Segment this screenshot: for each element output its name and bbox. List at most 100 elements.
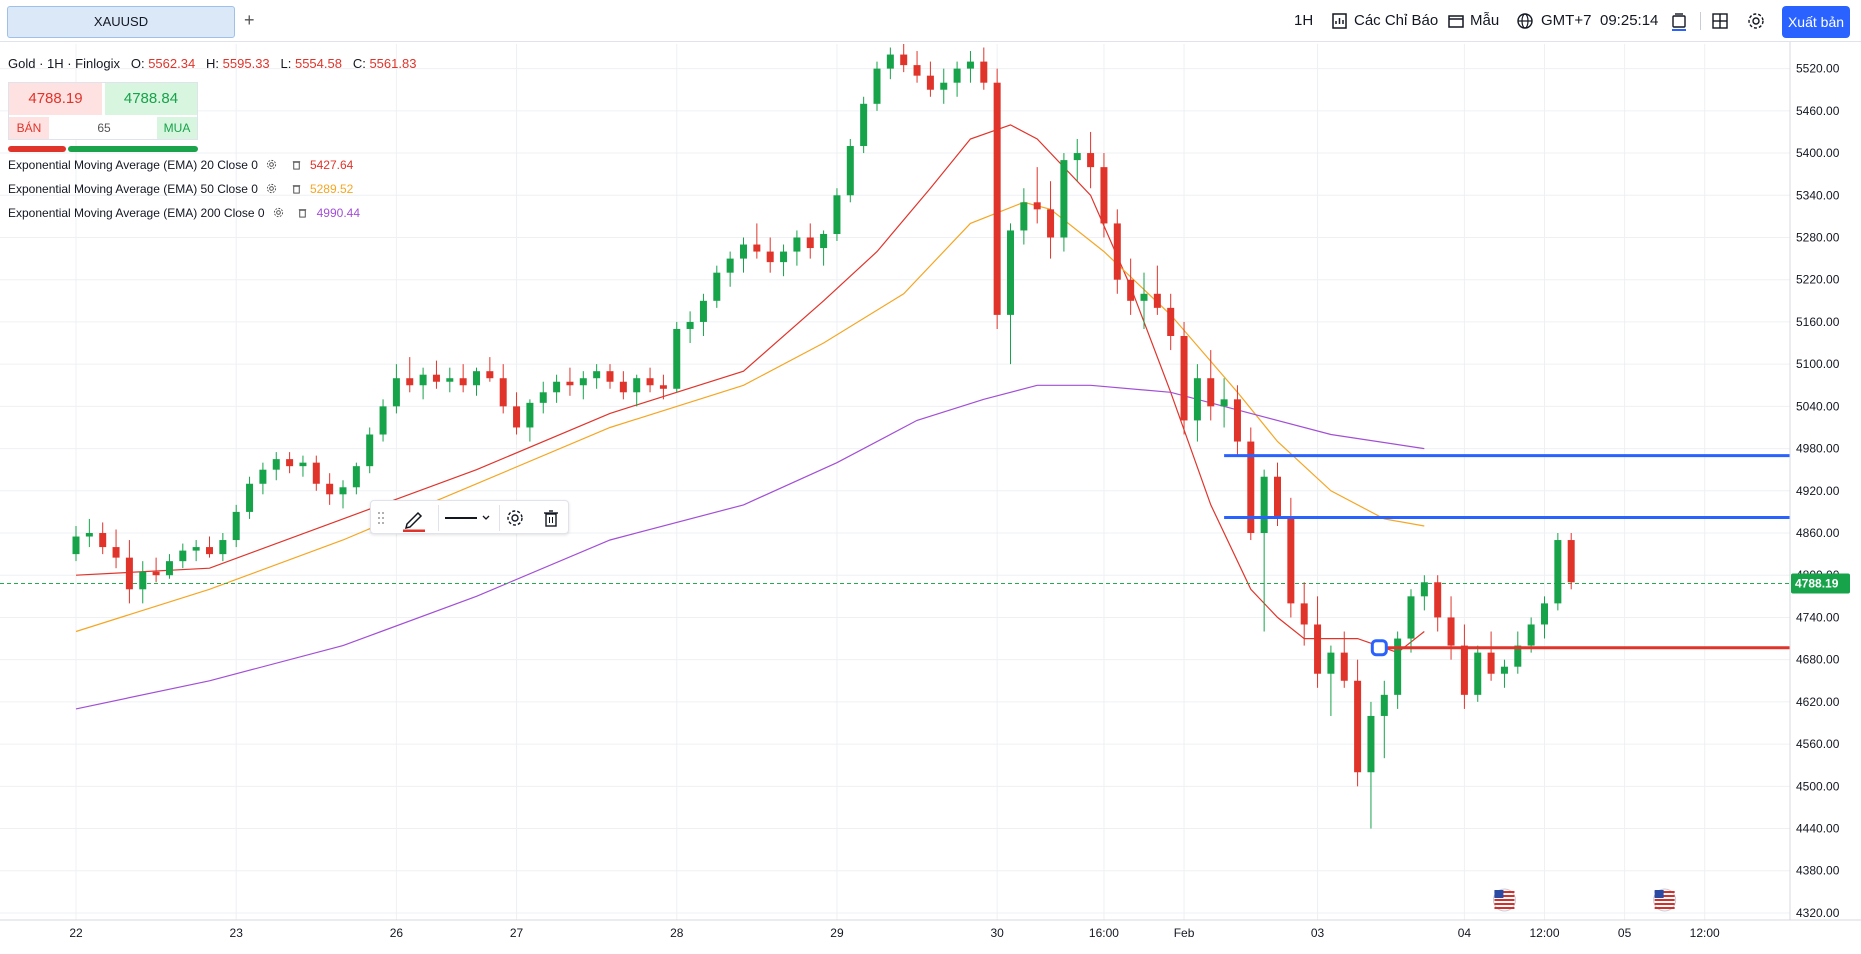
price-tick-label: 4980.00 bbox=[1796, 442, 1840, 456]
buy-label[interactable]: MUA bbox=[157, 117, 197, 139]
open-value: 5562.34 bbox=[148, 56, 196, 71]
timezone-button[interactable]: GMT+7 bbox=[1541, 12, 1592, 29]
candle-body bbox=[833, 195, 841, 234]
add-tab-button[interactable]: + bbox=[244, 10, 255, 30]
drag-handle-icon[interactable] bbox=[377, 510, 385, 526]
ema20-legend-row[interactable]: Exponential Moving Average (EMA) 20 Clos… bbox=[8, 157, 353, 173]
pencil-color-icon[interactable] bbox=[401, 506, 427, 532]
candle-body bbox=[1394, 638, 1402, 695]
sell-label[interactable]: BÁN bbox=[9, 117, 49, 139]
price-tick-label: 5400.00 bbox=[1796, 146, 1840, 160]
globe-icon[interactable] bbox=[1515, 11, 1535, 31]
drawing-settings-gear-icon[interactable] bbox=[505, 508, 525, 528]
candle-body bbox=[459, 378, 467, 386]
candle-body bbox=[473, 371, 480, 386]
candle-body bbox=[1514, 645, 1522, 667]
candle-body bbox=[1260, 476, 1268, 534]
trade-panel: 4788.19 4788.84 BÁN 65 MUA bbox=[8, 82, 198, 140]
candle-body bbox=[1500, 666, 1508, 674]
candle-body bbox=[1407, 596, 1415, 639]
ema50-delete-icon[interactable] bbox=[291, 183, 302, 194]
candle-body bbox=[1314, 624, 1322, 674]
price-tick-label: 5100.00 bbox=[1796, 357, 1840, 371]
candle-body bbox=[1541, 603, 1548, 625]
ema20-settings-icon[interactable] bbox=[266, 159, 277, 170]
price-tick-label: 4560.00 bbox=[1796, 737, 1840, 751]
templates-icon[interactable] bbox=[1446, 11, 1466, 31]
buy-price-button[interactable]: 4788.84 bbox=[105, 83, 197, 115]
candle-body bbox=[1060, 160, 1068, 238]
indicators-icon[interactable] bbox=[1330, 11, 1350, 31]
indicators-button[interactable]: Các Chỉ Báo bbox=[1354, 12, 1439, 29]
price-tick-label: 4680.00 bbox=[1796, 653, 1840, 667]
candle-body bbox=[1153, 293, 1161, 308]
candle-body bbox=[1327, 652, 1335, 674]
publish-button[interactable]: Xuất bản bbox=[1782, 6, 1850, 38]
symbol-tab-xauusd[interactable]: XAUUSD bbox=[7, 6, 235, 38]
candle-body bbox=[392, 378, 400, 407]
time-tick-label: 23 bbox=[230, 926, 244, 940]
low-value: 5554.58 bbox=[294, 56, 342, 71]
candle-body bbox=[1354, 680, 1362, 773]
open-label: O: bbox=[130, 56, 145, 71]
candle-body bbox=[633, 378, 641, 393]
ema200-value: 4990.44 bbox=[316, 206, 361, 220]
candle-body bbox=[432, 374, 440, 382]
candle-body bbox=[699, 300, 707, 322]
ema20-delete-icon[interactable] bbox=[291, 159, 302, 170]
ema200-label: Exponential Moving Average (EMA) 200 Clo… bbox=[8, 206, 265, 220]
candle-body bbox=[1340, 652, 1348, 681]
candle-body bbox=[486, 371, 494, 379]
layout-grid-icon[interactable] bbox=[1710, 11, 1730, 31]
toolbar-divider bbox=[499, 505, 500, 531]
line-style-dropdown-icon[interactable] bbox=[443, 510, 495, 526]
candle-body bbox=[753, 244, 761, 252]
time-tick-label: 12:00 bbox=[1529, 926, 1559, 940]
candle-body bbox=[1127, 279, 1135, 301]
candle-body bbox=[406, 378, 414, 386]
candle-body bbox=[165, 561, 173, 576]
candle-body bbox=[1220, 399, 1228, 407]
ema50-line bbox=[75, 201, 1425, 633]
candle-body bbox=[593, 371, 601, 379]
templates-button[interactable]: Mẫu bbox=[1470, 12, 1500, 29]
ema200-legend-row[interactable]: Exponential Moving Average (EMA) 200 Clo… bbox=[8, 205, 360, 221]
ema20-label: Exponential Moving Average (EMA) 20 Clos… bbox=[8, 158, 258, 172]
candle-body bbox=[606, 371, 614, 382]
us-flag-event-icon[interactable] bbox=[1653, 888, 1677, 912]
price-axis-bg bbox=[1790, 42, 1861, 920]
settings-gear-icon[interactable] bbox=[1746, 11, 1766, 31]
candle-body bbox=[913, 65, 921, 76]
candle-body bbox=[1554, 540, 1562, 604]
close-value: 5561.83 bbox=[369, 56, 417, 71]
layers-icon[interactable] bbox=[1669, 11, 1689, 31]
us-flag-event-icon[interactable] bbox=[1492, 888, 1516, 912]
ema200-settings-icon[interactable] bbox=[273, 207, 284, 218]
candle-body bbox=[1367, 715, 1375, 773]
interval-button[interactable]: 1H bbox=[1294, 12, 1314, 29]
candle-body bbox=[1180, 336, 1188, 421]
toolbar-divider bbox=[1700, 12, 1701, 30]
candle-body bbox=[99, 533, 107, 548]
candle-body bbox=[352, 466, 360, 488]
candle-body bbox=[219, 540, 227, 555]
candle-body bbox=[659, 385, 667, 389]
candle-body bbox=[1033, 202, 1041, 210]
price-tick-label: 5520.00 bbox=[1796, 62, 1840, 76]
ray-anchor-handle[interactable] bbox=[1370, 639, 1388, 657]
candle-body bbox=[619, 381, 627, 393]
candle-body bbox=[1287, 518, 1295, 604]
time-tick-label: 29 bbox=[830, 926, 844, 940]
sell-price-button[interactable]: 4788.19 bbox=[9, 83, 102, 115]
candle-body bbox=[192, 547, 200, 551]
ema200-delete-icon[interactable] bbox=[297, 207, 308, 218]
candle-body bbox=[72, 536, 80, 555]
candle-body bbox=[206, 547, 213, 555]
ema50-settings-icon[interactable] bbox=[266, 183, 277, 194]
candle-body bbox=[232, 511, 240, 541]
candle-body bbox=[860, 103, 868, 147]
ema50-legend-row[interactable]: Exponential Moving Average (EMA) 50 Clos… bbox=[8, 181, 353, 197]
candle-body bbox=[1474, 652, 1482, 695]
delete-drawing-trash-icon[interactable] bbox=[541, 508, 561, 528]
